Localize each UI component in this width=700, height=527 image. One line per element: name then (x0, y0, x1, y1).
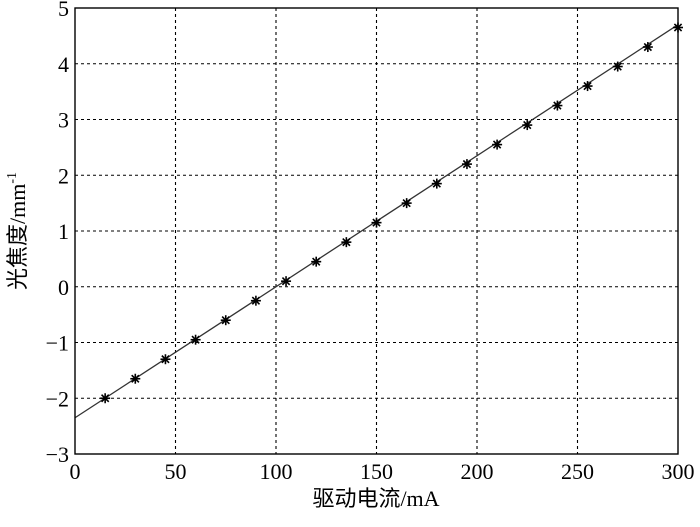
data-point (160, 354, 171, 365)
data-point (461, 159, 472, 170)
data-point (100, 393, 111, 404)
y-tick-label: −1 (46, 331, 69, 356)
y-tick-label: 3 (58, 108, 69, 133)
data-point (612, 61, 623, 72)
data-point (220, 315, 231, 326)
plot-frame (74, 7, 679, 455)
data-point (311, 256, 322, 267)
grid-layer (75, 8, 678, 454)
y-tick-label: 1 (58, 219, 69, 244)
x-axis-label: 驱动电流/mA (312, 486, 439, 511)
data-point (552, 100, 563, 111)
data-point (250, 295, 261, 306)
x-tick-labels: 0 50 100 150 200 250 300 (70, 459, 695, 484)
y-tick-label: −2 (46, 386, 69, 411)
data-point (341, 237, 352, 248)
data-point (431, 178, 442, 189)
data-point (371, 217, 382, 228)
x-tick-label: 150 (360, 459, 393, 484)
x-tick-label: 50 (165, 459, 187, 484)
x-tick-label: 250 (561, 459, 594, 484)
data-point (492, 139, 503, 150)
data-point (522, 120, 533, 131)
data-point (642, 42, 653, 53)
x-tick-label: 200 (461, 459, 494, 484)
x-tick-label: 0 (70, 459, 81, 484)
y-tick-label: 2 (58, 163, 69, 188)
y-axis-label-main: 光焦度/mm (5, 184, 30, 290)
y-axis-label-superscript: -1 (5, 172, 20, 184)
y-tick-labels: −3 −2 −1 0 1 2 3 4 5 (46, 0, 69, 467)
x-tick-label: 300 (662, 459, 695, 484)
y-tick-label: 4 (58, 52, 69, 77)
marker-layer (100, 22, 683, 404)
data-point (401, 198, 412, 209)
x-tick-label: 100 (260, 459, 293, 484)
y-tick-label: −3 (46, 442, 69, 467)
y-tick-label: 0 (58, 275, 69, 300)
data-point (190, 334, 201, 345)
data-point (281, 276, 292, 287)
data-point (582, 81, 593, 92)
data-point (130, 373, 141, 384)
svg-text:光焦度/mm-1: 光焦度/mm-1 (5, 172, 30, 290)
y-tick-label: 5 (58, 0, 69, 21)
y-axis-label: 光焦度/mm-1 (5, 172, 30, 290)
